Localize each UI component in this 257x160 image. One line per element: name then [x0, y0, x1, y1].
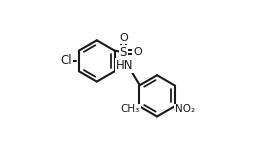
Text: NO₂: NO₂ [175, 104, 195, 114]
Text: O: O [133, 47, 142, 57]
Text: Cl: Cl [60, 54, 72, 68]
Text: HN: HN [116, 59, 134, 72]
Text: CH₃: CH₃ [121, 104, 140, 114]
Text: S: S [120, 46, 127, 59]
Text: O: O [119, 33, 128, 43]
